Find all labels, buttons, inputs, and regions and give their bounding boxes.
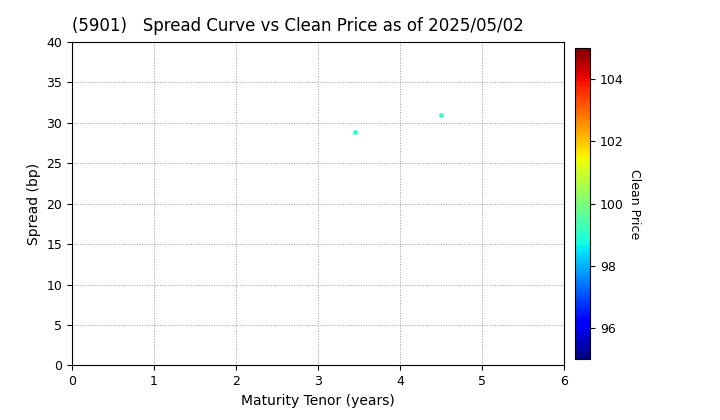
Text: (5901)   Spread Curve vs Clean Price as of 2025/05/02: (5901) Spread Curve vs Clean Price as of…: [72, 17, 523, 35]
Point: [349, 129, 361, 135]
Y-axis label: Spread (bp): Spread (bp): [27, 163, 41, 245]
Y-axis label: Clean Price: Clean Price: [628, 168, 641, 239]
Point: [436, 111, 447, 118]
X-axis label: Maturity Tenor (years): Maturity Tenor (years): [241, 394, 395, 408]
